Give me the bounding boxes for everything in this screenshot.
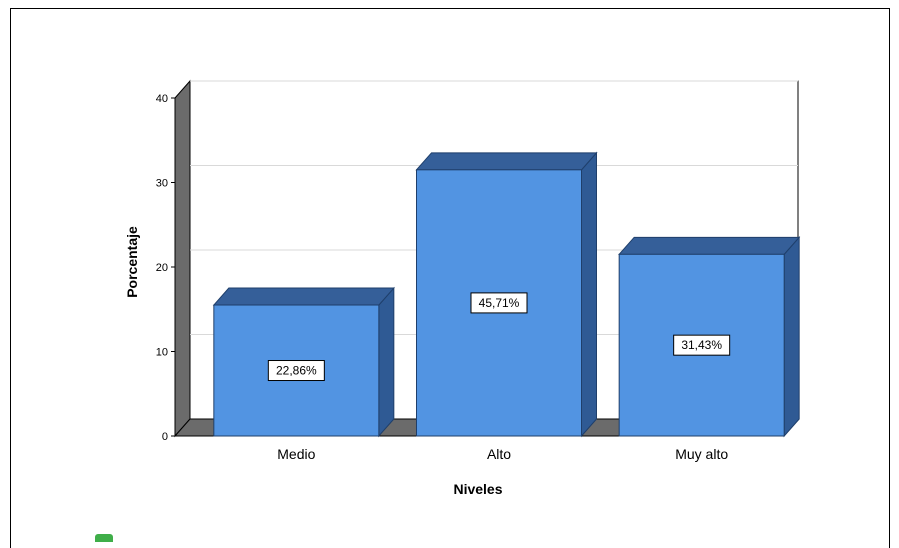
bar-medio: 22,86% bbox=[212, 286, 395, 438]
data-label-box bbox=[673, 334, 731, 356]
bar-side bbox=[378, 286, 395, 438]
bar-muy-alto: 31,43% bbox=[618, 236, 801, 438]
bar-side bbox=[783, 236, 800, 438]
chart-frame bbox=[10, 8, 890, 548]
data-label-box bbox=[267, 360, 325, 382]
data-label: 31,43% bbox=[681, 338, 722, 352]
data-label: 45,71% bbox=[479, 296, 520, 310]
y-tick-label: 30 bbox=[156, 178, 168, 190]
x-tick-label: Muy alto bbox=[675, 446, 728, 462]
x-tick-label: Medio bbox=[277, 446, 315, 462]
data-label: 22,86% bbox=[276, 364, 317, 378]
x-tick-label: Alto bbox=[487, 446, 511, 462]
bars: 22,86% 45,71% 31,43% bbox=[212, 151, 801, 438]
y-tick-label: 40 bbox=[156, 93, 168, 105]
status-marker bbox=[95, 534, 113, 542]
y-tick-label: 0 bbox=[162, 431, 168, 443]
data-label-box bbox=[470, 292, 528, 314]
bar-top bbox=[618, 236, 801, 255]
bar-top bbox=[212, 287, 395, 306]
y-tick-label: 10 bbox=[156, 347, 168, 359]
y-axis-ticks: 0 10 20 30 40 bbox=[156, 93, 175, 443]
x-axis-ticks: Medio Alto Muy alto bbox=[277, 446, 728, 462]
bar-alto: 45,71% bbox=[415, 151, 598, 438]
bar-top bbox=[415, 152, 598, 171]
y-tick-label: 20 bbox=[156, 262, 168, 274]
x-axis-label: Niveles bbox=[453, 481, 502, 497]
bar-side bbox=[581, 151, 597, 438]
left-wall bbox=[174, 79, 191, 438]
y-axis-label: Porcentaje bbox=[124, 226, 140, 298]
